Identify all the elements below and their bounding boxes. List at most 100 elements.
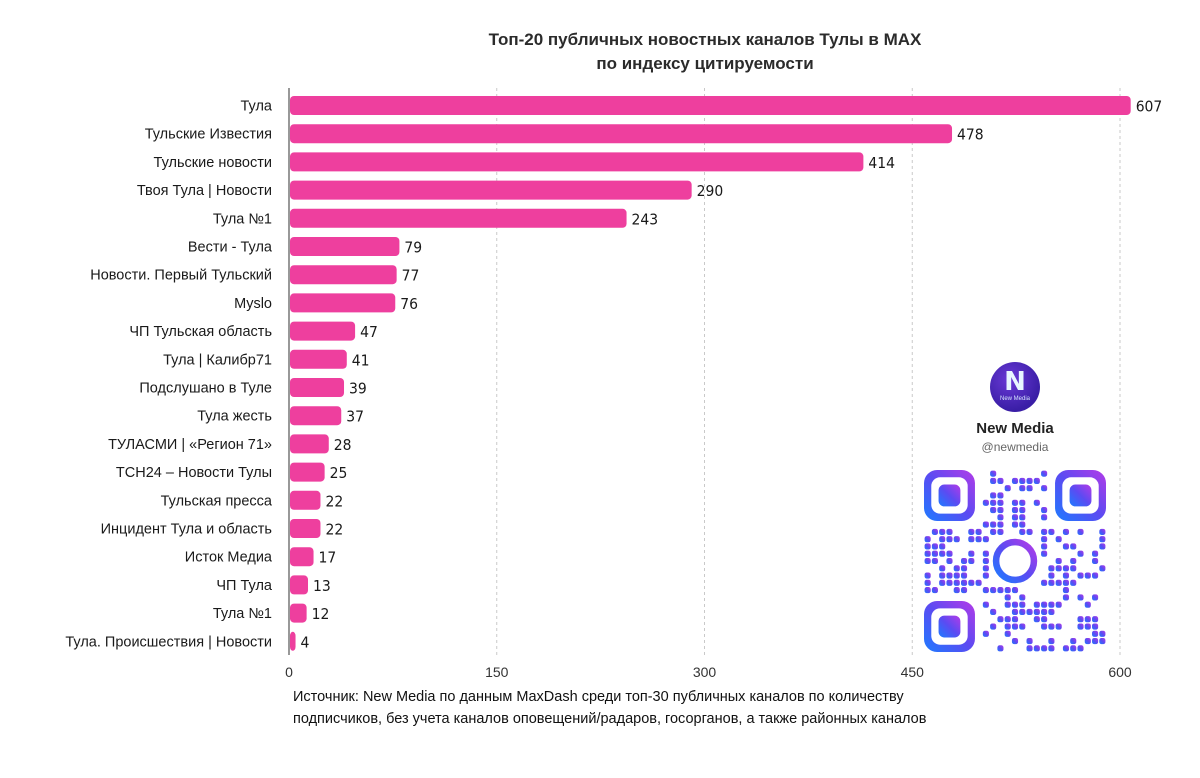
logo-subtext: New Media <box>999 396 1030 402</box>
qr-module <box>1062 528 1070 535</box>
qr-module <box>1092 638 1099 645</box>
qr-module <box>939 528 946 535</box>
qr-module <box>1055 536 1062 543</box>
qr-module <box>1070 543 1077 550</box>
x-tick-label: 0 <box>285 664 293 680</box>
qr-module <box>997 528 1004 535</box>
category-label: Тула <box>241 99 273 115</box>
qr-module <box>982 572 989 579</box>
qr-module <box>1004 623 1011 630</box>
qr-module <box>997 521 1004 528</box>
data-label: 47 <box>360 323 378 341</box>
qr-finder-core <box>938 484 961 507</box>
qr-module <box>953 587 960 594</box>
category-label: Новости. Первый Тульский <box>90 268 272 284</box>
qr-module <box>997 492 1004 499</box>
category-label: Тульская пресса <box>161 493 273 509</box>
qr-module <box>1070 557 1077 565</box>
qr-module <box>997 477 1004 484</box>
qr-module <box>1055 579 1062 586</box>
qr-module <box>1062 645 1070 652</box>
category-label: ЧП Тульская область <box>129 324 272 340</box>
brand-name: New Media <box>976 420 1054 437</box>
qr-module <box>1092 550 1099 557</box>
data-label: 13 <box>313 577 331 595</box>
qr-module <box>1033 601 1040 608</box>
data-label: 22 <box>325 521 343 539</box>
qr-module <box>946 550 953 557</box>
qr-module <box>960 579 968 586</box>
qr-module <box>1019 514 1026 521</box>
qr-module <box>997 514 1004 521</box>
qr-module <box>1041 506 1048 514</box>
qr-module <box>982 565 989 572</box>
qr-module <box>1062 565 1070 572</box>
qr-module <box>1084 638 1091 645</box>
qr-module <box>1033 645 1040 652</box>
qr-module <box>1041 579 1048 586</box>
qr-module <box>1092 616 1099 623</box>
qr-module <box>1055 557 1062 565</box>
qr-module <box>1004 594 1011 601</box>
qr-module <box>1092 572 1099 579</box>
qr-module <box>997 499 1004 506</box>
qr-module <box>1099 565 1106 572</box>
qr-module <box>975 579 982 586</box>
bar <box>290 406 342 426</box>
qr-module <box>924 550 931 557</box>
qr-module <box>1055 601 1062 608</box>
qr-module <box>939 565 946 572</box>
qr-module <box>1011 623 1019 630</box>
data-label: 607 <box>1136 98 1163 116</box>
qr-module <box>968 550 975 557</box>
bar-chart: 0 150 300 450 600 Тула 607 Тульские Известия 478… <box>65 88 1163 680</box>
category-label: ТСН24 – Новости Тулы <box>116 465 272 481</box>
qr-module <box>1099 536 1106 543</box>
bar <box>290 462 325 482</box>
qr-module <box>1019 608 1026 616</box>
qr-module <box>1048 579 1055 586</box>
qr-module <box>1011 521 1019 528</box>
chart-subtitle: по индексу цитируемости <box>596 54 814 73</box>
qr-module <box>939 550 946 557</box>
qr-module <box>982 499 989 506</box>
qr-module <box>1092 630 1099 637</box>
qr-module <box>1041 543 1048 550</box>
qr-module <box>1041 608 1048 616</box>
qr-module <box>1033 499 1040 506</box>
qr-module <box>1004 485 1011 492</box>
data-label: 39 <box>349 380 367 398</box>
qr-module <box>1048 608 1055 616</box>
qr-code-icon[interactable] <box>924 470 1106 652</box>
qr-module <box>953 565 960 572</box>
qr-module <box>1048 623 1055 630</box>
qr-module <box>960 572 968 579</box>
x-tick-label: 450 <box>901 664 925 680</box>
data-label: 37 <box>346 408 364 426</box>
chart-title-block: Топ-20 публичных новостных каналов Тулы … <box>0 28 1200 76</box>
x-tick-label: 300 <box>693 664 717 680</box>
qr-module <box>990 623 997 630</box>
data-label: 290 <box>697 182 724 200</box>
qr-module <box>1019 528 1026 535</box>
data-label: 12 <box>312 605 330 623</box>
qr-module <box>1062 579 1070 586</box>
bar <box>290 124 953 144</box>
qr-module <box>990 521 997 528</box>
category-label: Тула | Калибр71 <box>163 352 272 368</box>
qr-module <box>1026 645 1033 652</box>
category-label: Тула жесть <box>197 409 272 425</box>
data-label: 25 <box>330 464 348 482</box>
qr-module <box>990 587 997 594</box>
qr-module <box>982 587 989 594</box>
category-label: Тульские Известия <box>145 127 272 143</box>
qr-module <box>1033 608 1040 616</box>
qr-module <box>1019 506 1026 514</box>
bar <box>290 152 864 172</box>
bar <box>290 631 296 651</box>
qr-module <box>968 579 975 586</box>
qr-module <box>1011 499 1019 506</box>
source-note-line-2: подписчиков, без учета каналов оповещени… <box>293 711 927 727</box>
qr-module <box>1019 594 1026 601</box>
qr-module <box>1062 587 1070 594</box>
